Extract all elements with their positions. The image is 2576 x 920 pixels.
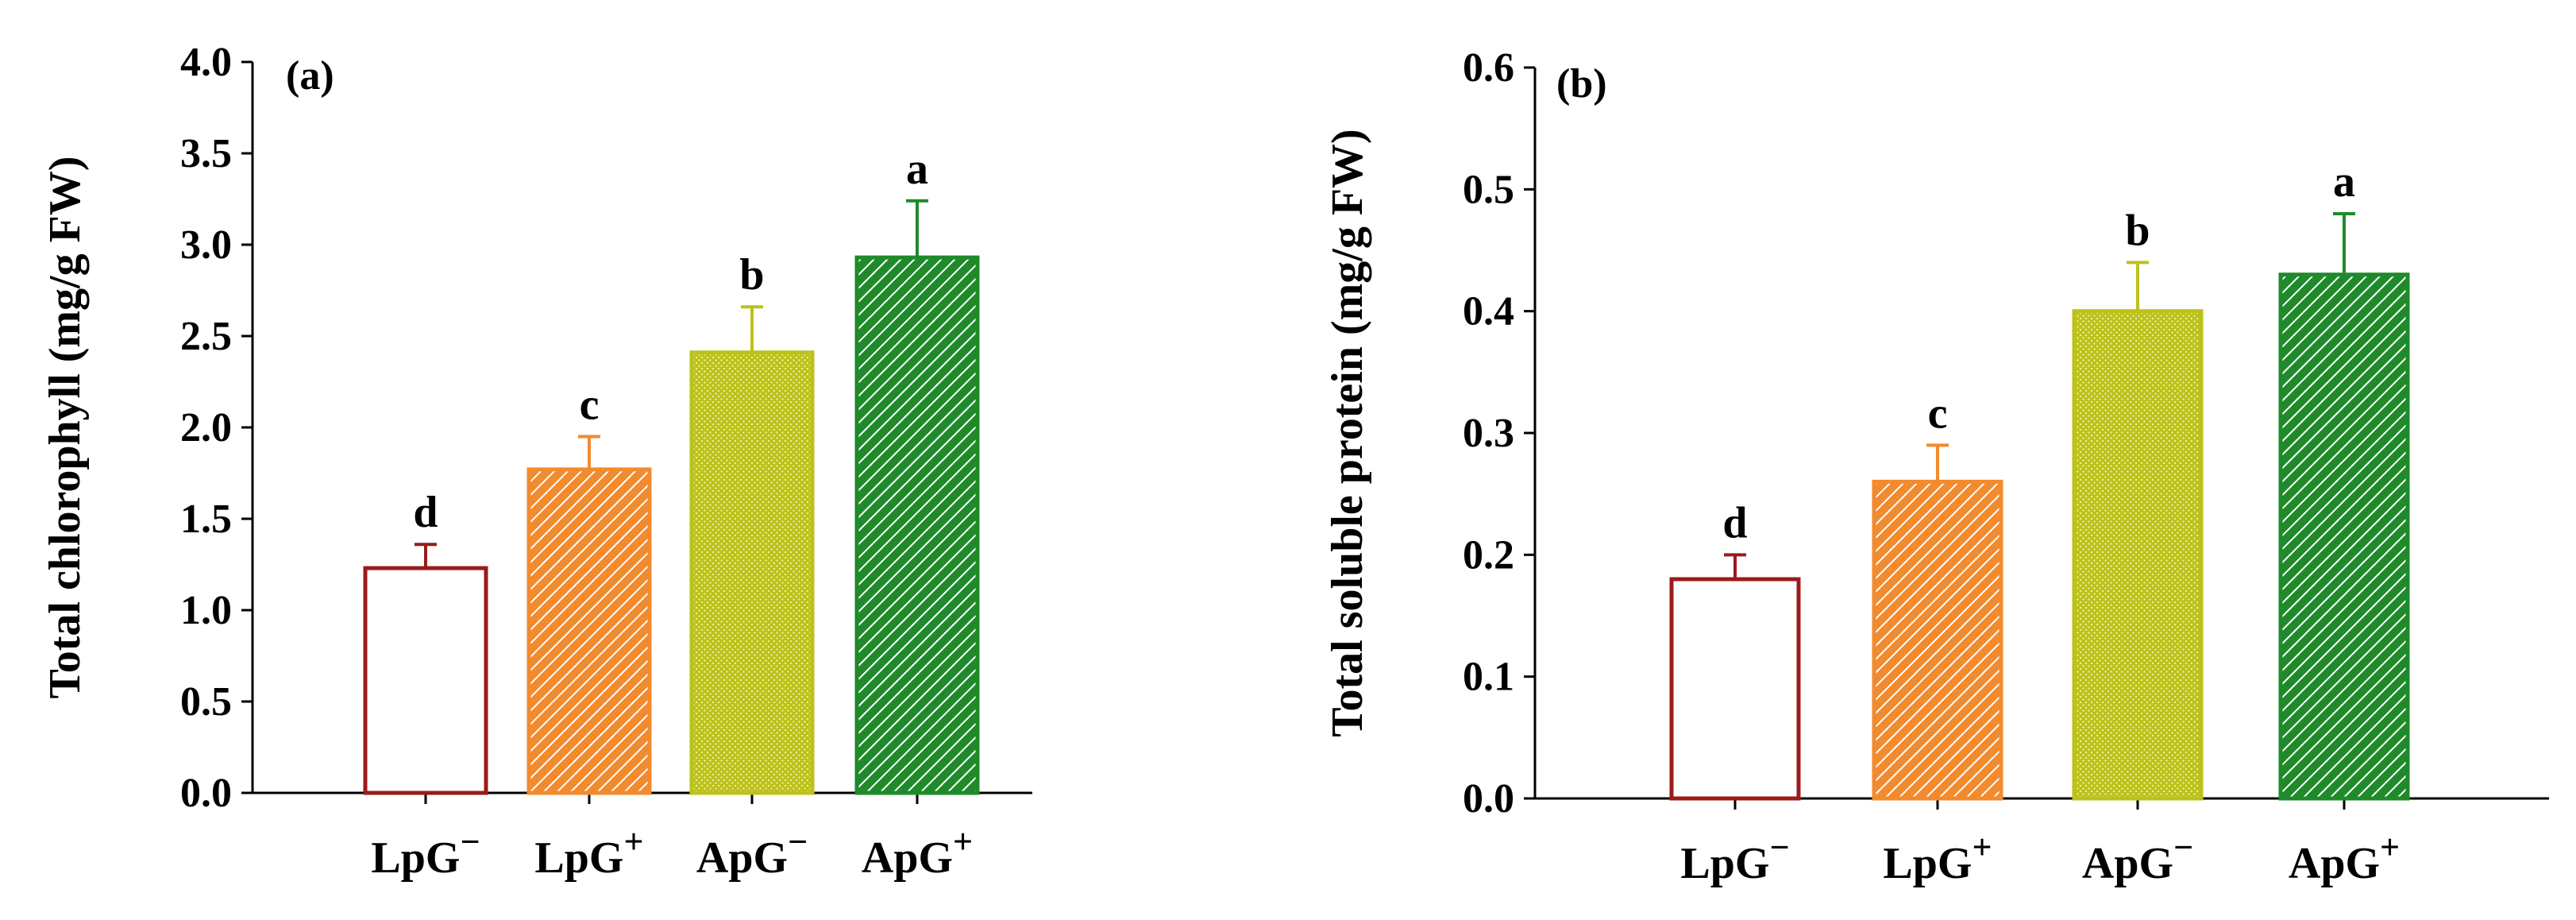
y-tick-label: 3.0	[180, 222, 232, 268]
y-axis-title: Total soluble protein (mg/g FW)	[1323, 129, 1372, 736]
y-tick-label: 0.0	[1463, 776, 1514, 821]
significance-label: d	[1722, 498, 1747, 547]
x-category-label: LpG−	[1680, 828, 1789, 888]
y-tick-label: 0.2	[1463, 532, 1514, 578]
significance-label: c	[1928, 388, 1948, 438]
bar-lpg-plus	[1872, 479, 2003, 801]
y-tick-label: 0.4	[1463, 289, 1514, 334]
x-category-label: LpG+	[534, 822, 643, 883]
x-category-label: ApG+	[2289, 828, 2400, 888]
x-category-label: ApG−	[2082, 828, 2193, 888]
bar-apg-minus	[689, 350, 815, 795]
significance-label: b	[739, 250, 764, 300]
y-tick-label: 0.5	[1463, 167, 1514, 212]
y-tick-label: 3.5	[180, 131, 232, 176]
bar-apg-minus	[2072, 309, 2204, 801]
y-tick-label: 1.5	[180, 497, 232, 542]
x-category-label: LpG+	[1883, 828, 1992, 888]
y-tick-label: 0.1	[1463, 655, 1514, 700]
chart-panel-a: 0.0 0.5 1.0 1.5 2.0 2.5 3.0 3.5 4.0 Total chlorop…	[40, 40, 1032, 883]
y-tick-label: 2.0	[180, 405, 232, 450]
bar-lpg-plus	[526, 467, 652, 795]
panel-label: (a)	[286, 53, 334, 99]
x-category-label: LpG−	[371, 822, 480, 883]
bar-apg-plus	[2278, 273, 2410, 801]
y-tick-label: 1.0	[180, 588, 232, 633]
significance-label: d	[413, 488, 438, 537]
y-tick-label: 0.5	[180, 679, 232, 725]
panel-label: (b)	[1556, 61, 1607, 106]
bar-apg-plus	[854, 255, 980, 795]
significance-label: a	[2333, 157, 2355, 207]
y-tick-label: 0.6	[1463, 45, 1514, 91]
bar-lpg-minus	[1669, 577, 1801, 801]
y-tick-label: 4.0	[180, 40, 232, 85]
x-category-label: ApG−	[696, 822, 808, 883]
y-axis-title: Total chlorophyll (mg/g FW)	[40, 157, 90, 699]
significance-label: a	[906, 145, 928, 194]
y-tick-label: 2.5	[180, 314, 232, 359]
chart-panel-b: 0.0 0.1 0.2 0.3 0.4 0.5 0.6 Total soluble prote…	[1323, 45, 2549, 888]
significance-label: c	[580, 381, 600, 430]
y-tick-label: 0.0	[180, 771, 232, 816]
x-category-label: ApG+	[862, 822, 973, 883]
bar-lpg-minus	[363, 566, 488, 795]
y-tick-label: 0.3	[1463, 411, 1514, 456]
significance-label: b	[2125, 206, 2150, 255]
